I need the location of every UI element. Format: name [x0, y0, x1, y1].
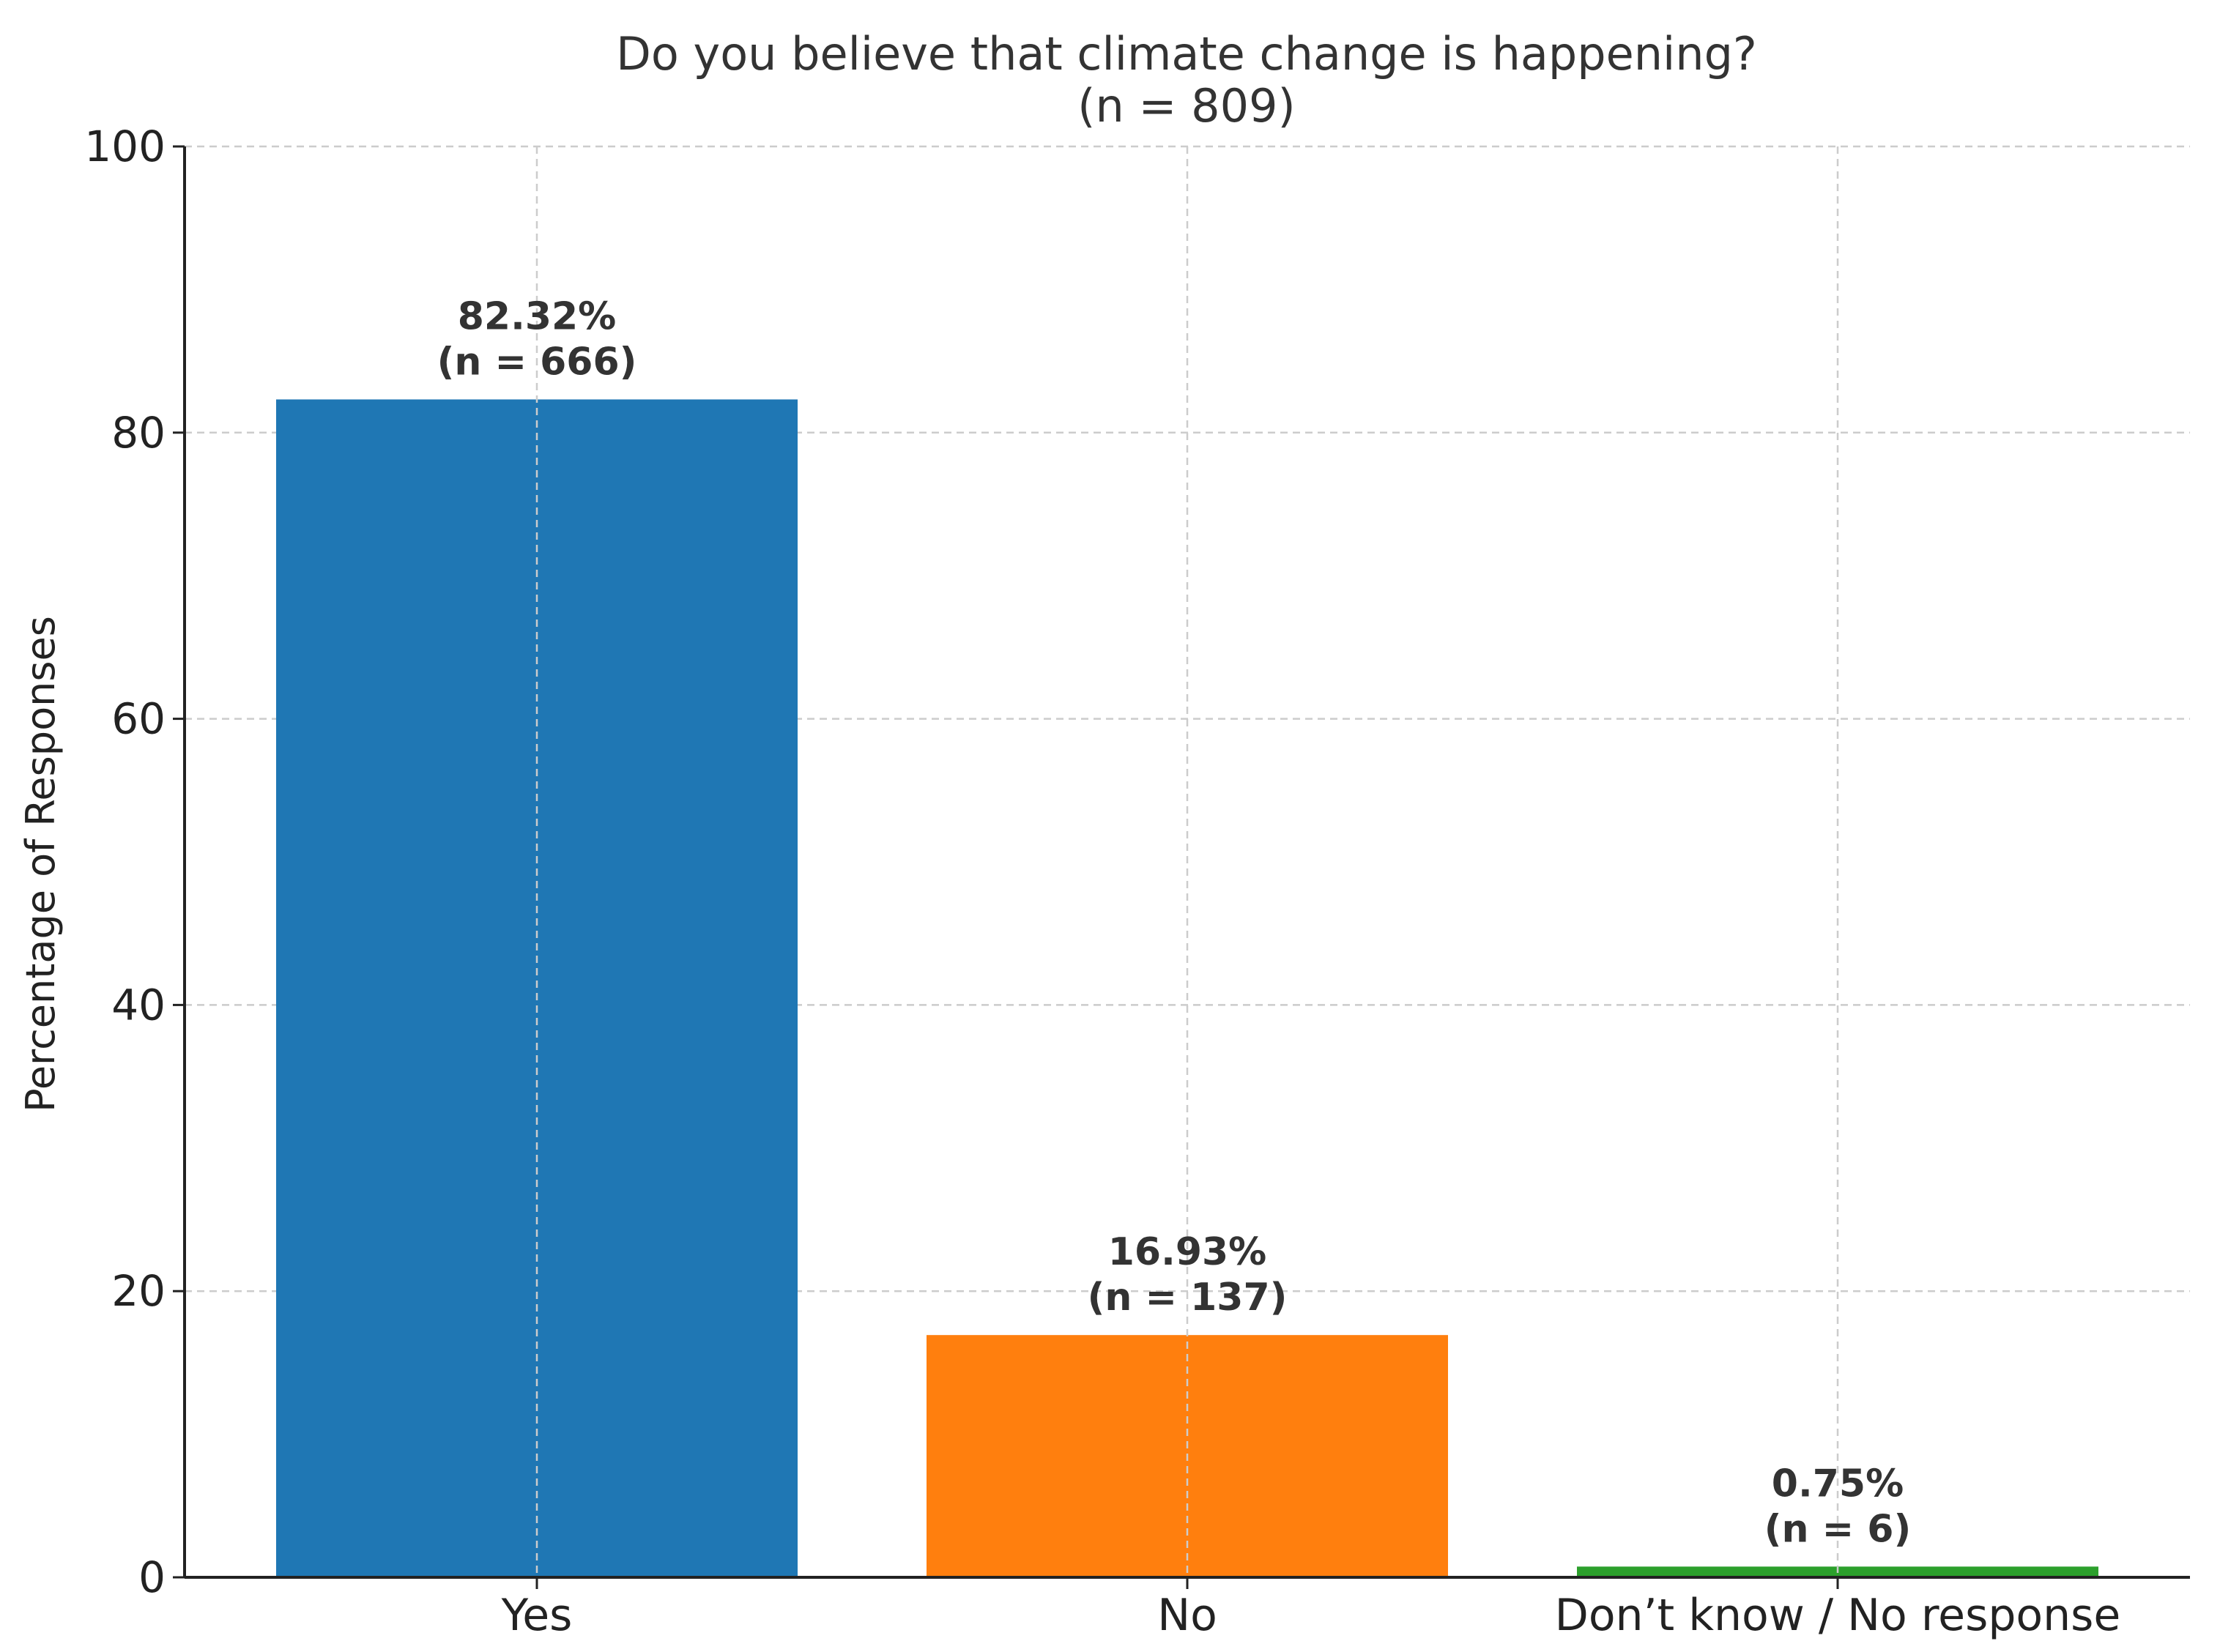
data-label-percent-2: 0.75% [1772, 1462, 1904, 1506]
data-label-percent-1: 16.93% [1108, 1230, 1267, 1274]
data-label-count-1: (n = 137) [1088, 1276, 1288, 1320]
axes [173, 145, 2190, 1589]
grid-lines [185, 145, 2190, 1292]
y-tick-label-20: 20 [111, 1266, 166, 1316]
y-axis-label: Percentage of Responses [18, 616, 64, 1112]
x-tick-label-2: Don’t know / No response [1555, 1590, 2121, 1641]
chart-subtitle: (n = 809) [1077, 79, 1295, 133]
y-tick-label-40: 40 [111, 980, 166, 1030]
data-label-count-0: (n = 666) [437, 340, 637, 384]
labels: 0 20 40 60 80 100 Yes No Don’t know / No respons… [84, 122, 2120, 1641]
y-tick-label-60: 60 [111, 694, 166, 744]
data-label-percent-0: 82.32% [458, 294, 617, 338]
y-tick-label-80: 80 [111, 408, 166, 458]
chart-title: Do you believe that climate change is ha… [616, 27, 1757, 81]
x-tick-label-0: Yes [501, 1590, 573, 1641]
x-tick-label-1: No [1157, 1590, 1217, 1641]
y-tick-label-100: 100 [84, 122, 166, 171]
y-tick-label-0: 0 [138, 1552, 166, 1602]
data-label-count-2: (n = 6) [1764, 1507, 1912, 1551]
